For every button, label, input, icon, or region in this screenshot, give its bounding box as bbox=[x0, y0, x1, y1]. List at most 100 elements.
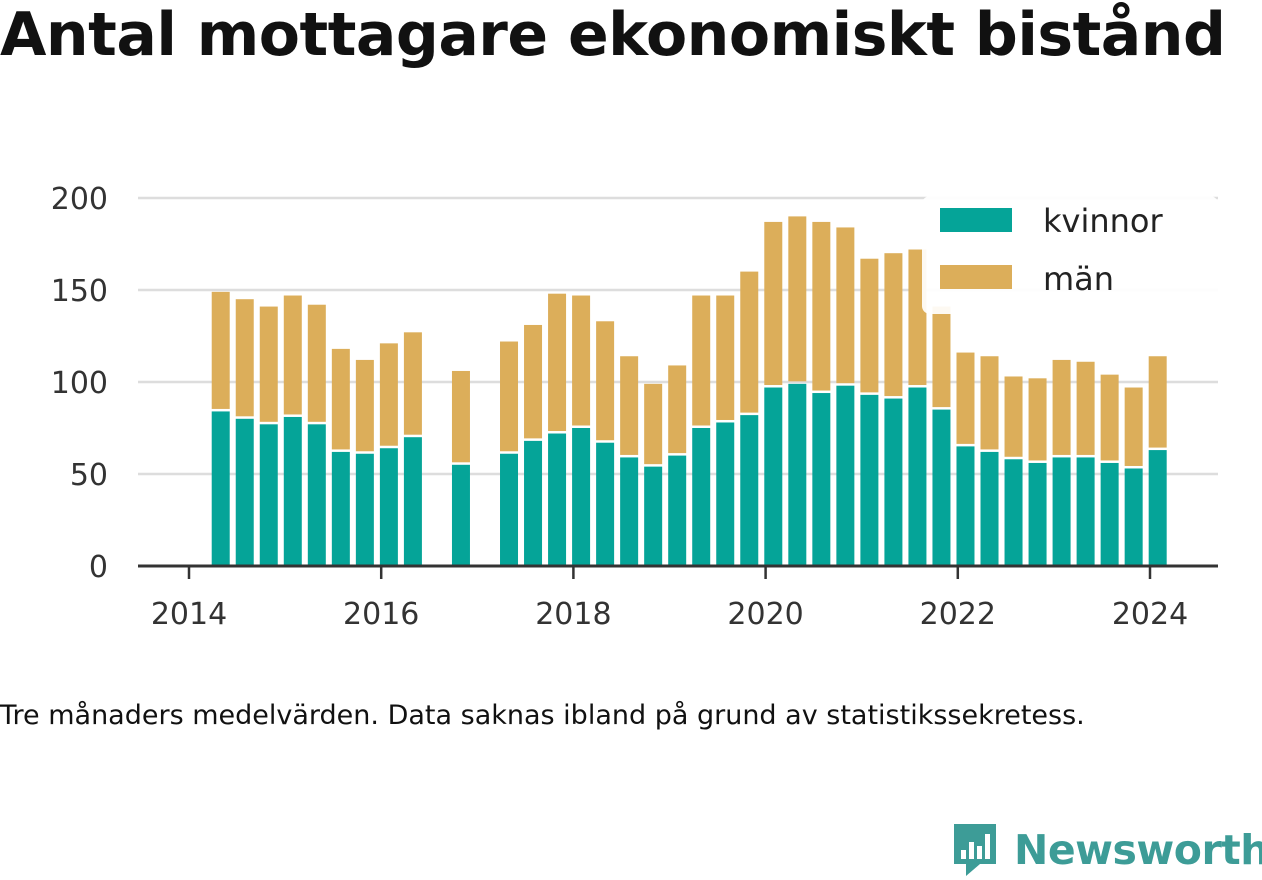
y-axis-ticks: 0 50 100 150 200 bbox=[51, 182, 108, 585]
bar-kvinnor bbox=[1076, 457, 1095, 566]
y-tick-label: 0 bbox=[89, 550, 108, 585]
bar-kvinnor bbox=[331, 451, 350, 566]
bar-kvinnor bbox=[812, 393, 831, 566]
bar-man bbox=[668, 365, 687, 454]
bar-man bbox=[307, 304, 326, 422]
bar-kvinnor bbox=[644, 466, 663, 566]
bar-man bbox=[1124, 387, 1143, 466]
bar-man bbox=[500, 341, 519, 452]
legend-label-kvinnor: kvinnor bbox=[1043, 202, 1164, 240]
x-tick-label: 2024 bbox=[1112, 597, 1188, 632]
bar-kvinnor bbox=[307, 424, 326, 566]
bar-kvinnor bbox=[1004, 459, 1023, 566]
bar-kvinnor bbox=[379, 448, 398, 566]
bar-kvinnor bbox=[716, 422, 735, 566]
bar-kvinnor bbox=[836, 385, 855, 566]
chart-caption: Tre månaders medelvärden. Data saknas ib… bbox=[0, 700, 1085, 731]
bar-man bbox=[1004, 376, 1023, 457]
bar-man bbox=[908, 249, 927, 386]
bar-man bbox=[956, 352, 975, 444]
bar-kvinnor bbox=[500, 453, 519, 566]
bar-kvinnor bbox=[740, 415, 759, 566]
bar-kvinnor bbox=[932, 409, 951, 566]
bar-kvinnor bbox=[764, 387, 783, 566]
bar-man bbox=[235, 299, 254, 417]
bar-man bbox=[403, 332, 422, 435]
bar-man bbox=[1148, 356, 1167, 448]
bar-kvinnor bbox=[620, 457, 639, 566]
bar-kvinnor bbox=[1052, 457, 1071, 566]
bar-man bbox=[283, 295, 302, 415]
bar-man bbox=[644, 383, 663, 465]
bar-kvinnor bbox=[355, 453, 374, 566]
bar-man bbox=[1100, 374, 1119, 461]
bar-man bbox=[932, 306, 951, 408]
bar-kvinnor bbox=[596, 442, 615, 566]
x-tick-label: 2022 bbox=[920, 597, 996, 632]
y-tick-label: 200 bbox=[51, 182, 108, 217]
x-tick-label: 2018 bbox=[535, 597, 611, 632]
x-axis-ticks: 2014 2016 2018 2020 2022 2024 bbox=[151, 566, 1188, 632]
bar-man bbox=[331, 348, 350, 450]
bar-man bbox=[884, 253, 903, 397]
newsworthy-logo: Newsworthy bbox=[950, 820, 1262, 880]
bar-kvinnor bbox=[451, 464, 470, 566]
bar-man bbox=[740, 271, 759, 413]
bar-kvinnor bbox=[524, 440, 543, 566]
bar-man bbox=[355, 359, 374, 452]
bar-kvinnor bbox=[884, 398, 903, 566]
bars bbox=[211, 216, 1167, 566]
bar-man bbox=[764, 221, 783, 386]
y-tick-label: 50 bbox=[70, 458, 108, 493]
bar-kvinnor bbox=[259, 424, 278, 566]
bar-man bbox=[788, 216, 807, 382]
bar-kvinnor bbox=[548, 433, 567, 566]
bar-man bbox=[451, 370, 470, 463]
bar-man bbox=[1076, 361, 1095, 455]
bar-kvinnor bbox=[1028, 462, 1047, 566]
bar-kvinnor bbox=[956, 446, 975, 566]
bar-kvinnor bbox=[211, 411, 230, 566]
bar-man bbox=[716, 295, 735, 420]
bar-man bbox=[259, 306, 278, 422]
bar-man bbox=[572, 295, 591, 426]
bar-kvinnor bbox=[908, 387, 927, 566]
bar-man bbox=[812, 221, 831, 391]
bar-kvinnor bbox=[235, 418, 254, 566]
bar-man bbox=[1028, 378, 1047, 461]
y-tick-label: 150 bbox=[51, 274, 108, 309]
logo-text: Newsworthy bbox=[1014, 826, 1262, 874]
bar-man bbox=[596, 321, 615, 441]
bar-kvinnor bbox=[1124, 468, 1143, 566]
bar-man bbox=[860, 258, 879, 393]
bar-man bbox=[980, 356, 999, 450]
bar-chart-speech-bubble-icon bbox=[954, 824, 996, 876]
bar-man bbox=[379, 343, 398, 446]
bar-kvinnor bbox=[1100, 462, 1119, 566]
y-tick-label: 100 bbox=[51, 366, 108, 401]
legend-label-man: män bbox=[1043, 260, 1114, 298]
bar-man bbox=[524, 324, 543, 439]
legend-swatch-kvinnor bbox=[940, 208, 1012, 232]
x-tick-label: 2014 bbox=[151, 597, 227, 632]
bar-man bbox=[692, 295, 711, 426]
bar-kvinnor bbox=[572, 428, 591, 566]
bar-kvinnor bbox=[1148, 450, 1167, 566]
bar-kvinnor bbox=[788, 383, 807, 566]
bar-man bbox=[836, 227, 855, 384]
x-tick-label: 2020 bbox=[727, 597, 803, 632]
bar-kvinnor bbox=[403, 437, 422, 566]
page-title: Antal mottagare ekonomiskt bistånd bbox=[0, 0, 1226, 70]
bar-man bbox=[548, 293, 567, 432]
bar-kvinnor bbox=[668, 455, 687, 566]
legend: kvinnor män bbox=[922, 196, 1218, 314]
bar-kvinnor bbox=[692, 428, 711, 566]
stacked-bar-chart: 0 50 100 150 200 2014 2016 2018 2020 2022 2024 kv… bbox=[51, 182, 1218, 632]
bar-man bbox=[211, 291, 230, 409]
bar-kvinnor bbox=[283, 416, 302, 566]
legend-swatch-man bbox=[940, 265, 1012, 289]
bar-kvinnor bbox=[980, 451, 999, 566]
bar-kvinnor bbox=[860, 394, 879, 566]
x-tick-label: 2016 bbox=[343, 597, 419, 632]
bar-man bbox=[1052, 359, 1071, 455]
